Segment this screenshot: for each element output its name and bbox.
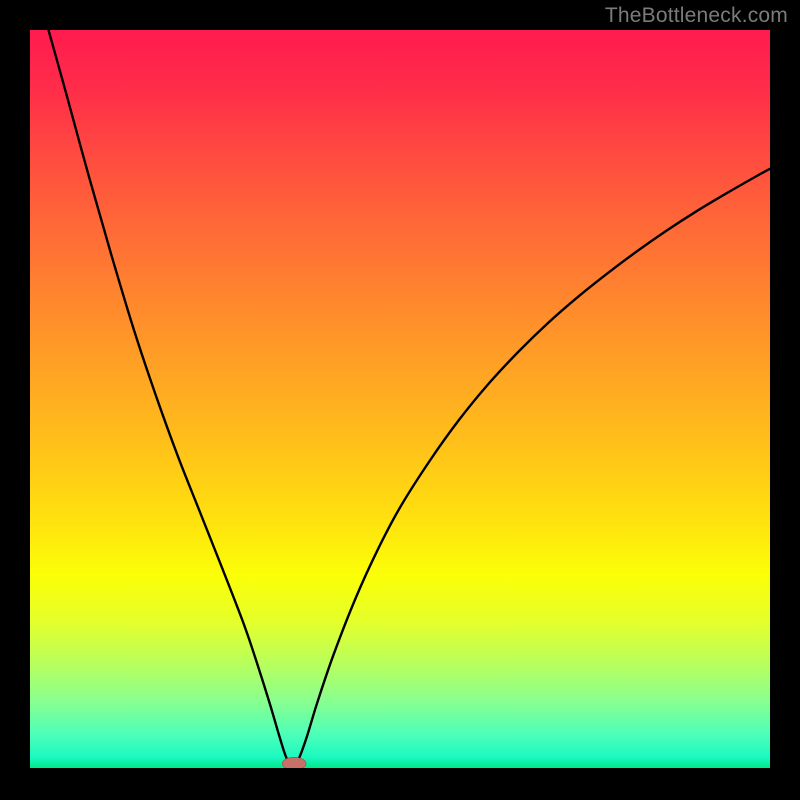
watermark-text: TheBottleneck.com — [605, 4, 788, 28]
plot-background-gradient — [30, 30, 770, 768]
minimum-marker — [282, 757, 306, 770]
chart-stage: TheBottleneck.com — [0, 0, 800, 800]
bottleneck-chart — [0, 0, 800, 800]
